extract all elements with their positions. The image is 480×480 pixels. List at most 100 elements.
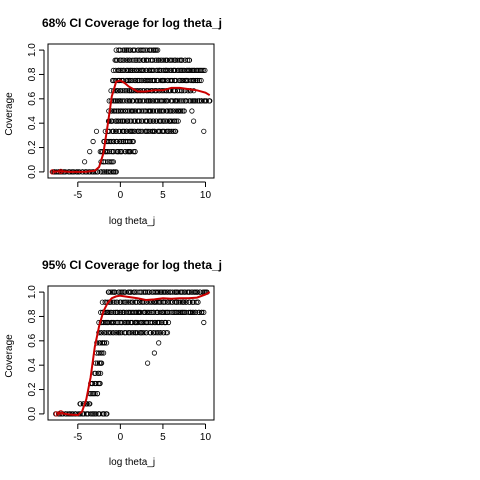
data-point xyxy=(119,289,125,295)
data-point xyxy=(113,319,119,326)
data-point xyxy=(150,57,156,63)
data-point xyxy=(193,309,199,315)
data-point xyxy=(161,57,167,63)
data-point xyxy=(170,98,176,104)
data-point xyxy=(108,138,114,145)
data-point xyxy=(183,299,189,305)
data-point xyxy=(207,98,213,104)
data-point xyxy=(185,57,191,63)
y-tick-label: 0.8 xyxy=(27,309,38,323)
data-point xyxy=(94,390,101,397)
data-point xyxy=(164,330,171,336)
data-point xyxy=(169,57,175,63)
data-point xyxy=(110,330,117,336)
data-point xyxy=(124,47,130,53)
data-point xyxy=(95,169,101,175)
data-point xyxy=(173,128,179,134)
x-tick-label: 5 xyxy=(160,190,166,201)
data-point xyxy=(165,67,171,74)
data-point xyxy=(135,57,141,63)
data-point xyxy=(125,47,131,53)
data-point xyxy=(132,289,138,295)
plot-title: 95% CI Coverage for log theta_j xyxy=(42,258,222,272)
points-layer xyxy=(53,289,210,417)
data-point xyxy=(111,169,117,175)
data-point xyxy=(144,118,150,124)
data-point xyxy=(129,57,135,63)
data-point xyxy=(160,118,166,124)
data-point xyxy=(198,77,204,84)
panel-95-ci: 95% CI Coverage for log theta_j -5 0 5 10 0… xyxy=(4,258,222,468)
data-point xyxy=(124,299,130,305)
data-point xyxy=(147,98,153,104)
data-point xyxy=(180,77,186,84)
data-point xyxy=(119,138,125,145)
data-point xyxy=(154,108,160,114)
data-point xyxy=(118,88,124,94)
data-point xyxy=(193,98,199,104)
data-point xyxy=(180,98,186,104)
data-point xyxy=(156,57,162,63)
data-point xyxy=(99,299,106,305)
data-point xyxy=(125,319,131,326)
data-point xyxy=(101,330,108,336)
data-point xyxy=(124,77,131,84)
data-point xyxy=(117,138,123,145)
data-point xyxy=(87,149,93,155)
data-point xyxy=(127,299,133,305)
data-point xyxy=(169,77,175,84)
data-point xyxy=(147,47,153,53)
data-point xyxy=(127,330,133,336)
y-tick-label: 1.0 xyxy=(27,285,38,299)
data-point xyxy=(199,309,205,315)
data-point xyxy=(180,108,186,114)
y-tick-label: 1.0 xyxy=(27,43,38,57)
data-point xyxy=(114,299,120,305)
data-point xyxy=(125,118,131,124)
x-axis-title: log theta_j xyxy=(109,216,155,227)
data-point xyxy=(172,118,178,124)
data-point xyxy=(151,108,157,114)
data-point xyxy=(155,289,161,295)
data-point xyxy=(77,401,84,407)
data-point xyxy=(124,67,131,74)
data-point xyxy=(186,67,192,74)
y-axis: 0.0 0.2 0.4 0.6 0.8 1.0 xyxy=(27,285,45,421)
data-point xyxy=(130,108,136,114)
data-point xyxy=(179,57,185,63)
data-point xyxy=(152,77,158,84)
data-point xyxy=(178,299,184,305)
data-point xyxy=(176,98,182,104)
data-point xyxy=(136,77,143,84)
data-point xyxy=(122,47,128,53)
data-point xyxy=(155,47,161,53)
data-point xyxy=(133,57,139,63)
points-layer xyxy=(49,47,213,175)
data-point xyxy=(110,159,117,165)
data-point xyxy=(145,360,151,366)
data-point xyxy=(130,149,136,155)
data-point xyxy=(101,169,108,175)
data-point xyxy=(114,330,120,336)
data-point xyxy=(129,67,135,74)
data-point xyxy=(162,77,168,84)
data-point xyxy=(133,330,139,336)
data-point xyxy=(99,360,105,366)
plot-box xyxy=(47,43,215,179)
x-axis-title: log theta_j xyxy=(109,457,155,468)
data-point xyxy=(196,77,202,84)
data-point xyxy=(148,108,154,114)
data-point xyxy=(194,77,201,84)
data-point xyxy=(134,67,140,74)
data-point xyxy=(164,118,170,124)
data-point xyxy=(101,350,107,356)
data-point xyxy=(116,330,122,336)
x-tick-label: 0 xyxy=(118,432,124,443)
data-point xyxy=(195,98,201,104)
data-point xyxy=(157,309,163,315)
data-point xyxy=(91,390,97,397)
data-point xyxy=(199,67,205,74)
data-point xyxy=(189,108,195,114)
data-point xyxy=(173,118,180,124)
data-point xyxy=(156,289,162,295)
